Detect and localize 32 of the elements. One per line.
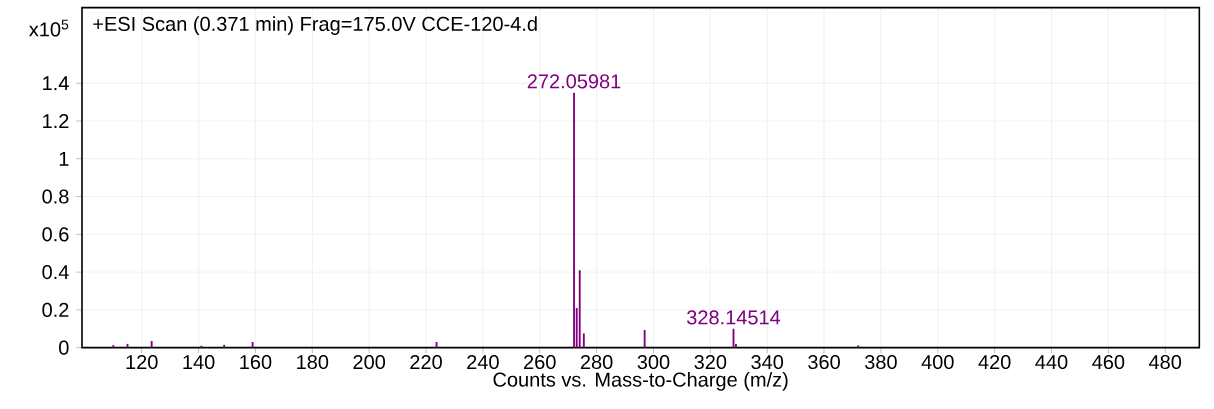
x-tick-label: 300 [637,354,670,370]
x-tick-label: 120 [126,354,158,370]
x-tick-label: 380 [864,354,897,370]
y-tick-label: 1 [59,151,69,166]
y-tick-label: 0.4 [42,265,69,280]
x-tick-label: 200 [353,354,386,370]
x-tick-label: 180 [297,354,329,370]
x-tick-label: 260 [524,354,556,370]
x-tick-label: 280 [580,354,613,370]
x-tick-label: 140 [183,354,215,370]
x-tick-label: 220 [410,354,442,370]
y-tick-label: 0.2 [42,302,69,317]
chart-title: +ESI Scan (0.371 min) Frag=175.0V CCE-120-4.d [93,16,537,35]
x-axis-title: Counts vs. Mass-to-Charge (m/z) [493,372,788,391]
y-tick-label: 1.2 [43,114,69,128]
x-tick-label: 400 [921,354,954,370]
annotation: 272.05981 [527,74,621,89]
y-tick-label: 0 [59,340,69,355]
annotation: 328.14514 [686,310,781,325]
x-tick-label: 440 [1035,354,1068,370]
y-tick-label: 1.4 [43,76,69,91]
x-tick-label: 160 [240,354,272,370]
x-tick-label: 420 [978,354,1011,370]
x-tick-label: 480 [1148,354,1182,370]
x-tick-label: 240 [467,354,499,370]
x-tick-label: 460 [1092,354,1125,370]
y-axis-title: x10$^{5}$ [29,19,69,37]
y-tick-label: 0.6 [42,227,69,242]
x-tick-label: 320 [694,354,727,370]
x-tick-label: 340 [751,354,784,370]
y-tick-label: 0.8 [42,189,69,204]
x-tick-label: 360 [808,354,840,370]
